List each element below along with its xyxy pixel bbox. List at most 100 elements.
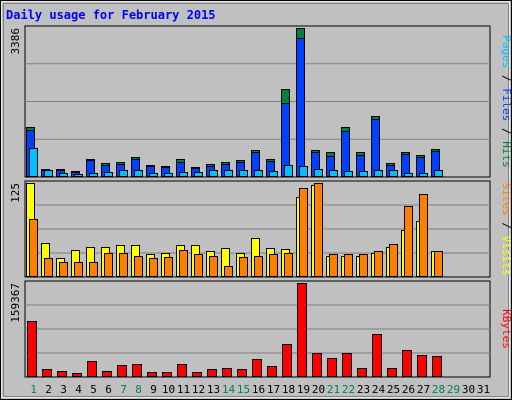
- bar-pages-day-1: [29, 148, 38, 177]
- bar-sites-day-8: [134, 256, 143, 277]
- bar-pages-day-5: [89, 173, 98, 177]
- bar-sites-day-13: [209, 256, 218, 277]
- bar-sites-day-22: [344, 254, 353, 277]
- bar-sites-day-14: [224, 266, 233, 277]
- bar-pages-day-17: [269, 171, 278, 177]
- bar-pages-day-8: [134, 170, 143, 177]
- bar-kbytes-day-23: [357, 368, 367, 377]
- x-tick-label: 26: [402, 383, 415, 396]
- bar-kbytes-day-3: [57, 371, 67, 377]
- x-tick-label: 8: [135, 383, 142, 396]
- x-tick-label: 4: [75, 383, 82, 396]
- bar-sites-day-21: [329, 254, 338, 277]
- bar-files-day-22: [341, 131, 350, 177]
- x-tick-label: 14: [222, 383, 236, 396]
- panel-bottom: 159367 KBytes: [9, 280, 512, 378]
- bar-sites-day-20: [314, 183, 323, 277]
- bar-pages-day-13: [209, 170, 218, 177]
- bar-sites-day-3: [59, 262, 68, 277]
- x-tick-label: 28: [432, 383, 445, 396]
- legend-pages: Pages: [500, 35, 512, 68]
- x-tick-label: 10: [162, 383, 175, 396]
- x-tick-label: 29: [447, 383, 460, 396]
- legend-separator: /: [500, 68, 512, 88]
- legend-visits: Visits: [500, 236, 512, 276]
- bar-pages-day-22: [344, 171, 353, 177]
- x-tick-label: 11: [177, 383, 190, 396]
- bar-sites-day-19: [299, 188, 308, 277]
- bar-kbytes-day-16: [252, 359, 262, 377]
- bar-sites-day-12: [194, 254, 203, 277]
- bar-sites-day-18: [284, 253, 293, 277]
- bar-pages-day-23: [359, 171, 368, 177]
- x-tick-label: 6: [105, 383, 112, 396]
- x-tick-label: 21: [327, 383, 340, 396]
- series-legend: KBytes: [500, 309, 512, 349]
- bar-pages-day-21: [329, 170, 338, 177]
- bar-pages-day-18: [284, 165, 293, 177]
- bar-sites-day-4: [74, 262, 83, 277]
- bar-pages-day-4: [74, 174, 83, 177]
- panel-middle: 125 Sites / Visits: [9, 180, 512, 278]
- legend-separator: /: [500, 121, 512, 141]
- bar-kbytes-day-8: [132, 364, 142, 377]
- bar-kbytes-day-21: [327, 358, 337, 377]
- legend-kbytes: KBytes: [500, 309, 512, 349]
- bar-pages-day-11: [179, 172, 188, 177]
- x-tick-label: 3: [60, 383, 67, 396]
- bar-pages-day-15: [239, 170, 248, 177]
- bar-kbytes-day-2: [42, 369, 52, 377]
- bar-pages-day-12: [194, 172, 203, 177]
- bar-kbytes-day-17: [267, 366, 277, 377]
- bar-pages-day-19: [299, 166, 308, 177]
- bar-kbytes-day-9: [147, 372, 157, 377]
- bar-sites-day-25: [389, 244, 398, 277]
- bar-kbytes-day-28: [432, 356, 442, 377]
- bar-sites-day-7: [119, 253, 128, 277]
- x-tick-label: 25: [387, 383, 400, 396]
- bar-kbytes-day-19: [297, 283, 307, 377]
- bar-pages-day-6: [104, 172, 113, 177]
- panel-top: 3386 Pages / Files / Hits: [9, 25, 512, 178]
- bar-pages-day-27: [419, 173, 428, 177]
- bar-files-day-19: [296, 38, 305, 177]
- bar-pages-day-2: [44, 170, 53, 177]
- bar-kbytes-day-18: [282, 344, 292, 377]
- bar-pages-day-24: [374, 170, 383, 177]
- x-tick-label: 18: [282, 383, 295, 396]
- bar-sites-day-9: [149, 258, 158, 277]
- bar-sites-day-24: [374, 251, 383, 277]
- bar-kbytes-day-14: [222, 368, 232, 377]
- x-tick-label: 1: [30, 383, 37, 396]
- bar-pages-day-25: [389, 170, 398, 177]
- legend-separator: /: [500, 216, 512, 236]
- series-legend: Pages / Files / Hits: [500, 35, 512, 168]
- bar-pages-day-20: [314, 169, 323, 177]
- bar-kbytes-day-6: [102, 371, 112, 377]
- bar-sites-day-11: [179, 250, 188, 277]
- bar-pages-day-28: [434, 170, 443, 177]
- bar-pages-day-3: [59, 173, 68, 177]
- bar-sites-day-15: [239, 257, 248, 277]
- y-max-label: 3386: [9, 28, 22, 55]
- x-tick-label: 5: [90, 383, 97, 396]
- bar-kbytes-day-5: [87, 361, 97, 377]
- bar-kbytes-day-13: [207, 369, 217, 377]
- bar-sites-day-23: [359, 254, 368, 277]
- bar-pages-day-14: [224, 170, 233, 177]
- x-tick-label: 13: [207, 383, 220, 396]
- x-tick-label: 30: [462, 383, 475, 396]
- x-tick-label: 23: [357, 383, 370, 396]
- frame-bevel-dark: [3, 3, 509, 397]
- bar-kbytes-day-11: [177, 364, 187, 377]
- x-tick-label: 31: [477, 383, 490, 396]
- bar-kbytes-day-1: [27, 321, 37, 377]
- x-tick-label: 19: [297, 383, 310, 396]
- x-axis-labels: 1 2 3 4 5 6 7 8 9 10 11 12 13 14 15 16 17 18 19 20 21 22 23 24 2…: [30, 383, 490, 396]
- bar-sites-day-6: [104, 253, 113, 277]
- bar-pages-day-9: [149, 173, 158, 177]
- chart-title: Daily usage for February 2015: [6, 8, 216, 22]
- bar-kbytes-day-24: [372, 334, 382, 377]
- bar-sites-day-26: [404, 206, 413, 277]
